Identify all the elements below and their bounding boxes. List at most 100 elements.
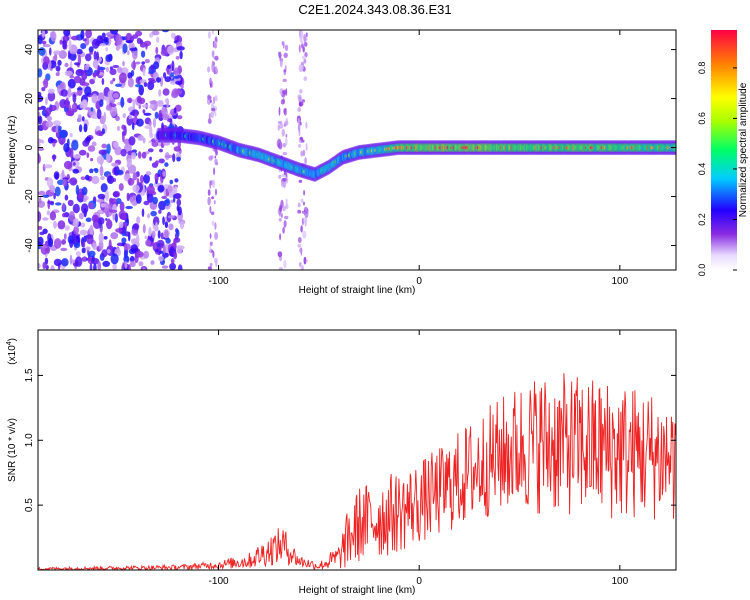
spectrogram-noise-blob xyxy=(53,120,61,127)
spectrogram-noise-blob xyxy=(122,61,125,67)
spectrogram-noise-blob xyxy=(49,185,56,193)
spectrogram-noise-blob xyxy=(92,59,99,69)
spectrogram-noise-blob xyxy=(85,53,92,62)
spectrogram-noise-blob xyxy=(112,191,120,198)
spectrogram-noise-blob xyxy=(114,213,118,223)
spectrogram-noise-blob xyxy=(116,169,124,175)
spectrogram-stripe-blob xyxy=(215,66,218,72)
spectrogram-noise-blob xyxy=(146,193,154,203)
spectrogram-noise-blob xyxy=(154,172,159,182)
spectrogram-noise-blob xyxy=(131,61,137,70)
spectrogram-noise-blob xyxy=(80,30,85,40)
spectrogram-noise-blob xyxy=(115,34,123,46)
spectrogram-noise-blob xyxy=(109,105,118,117)
spectrogram-noise-blob xyxy=(88,46,94,53)
spectrogram-noise-blob xyxy=(155,221,158,231)
spectrogram-stripe-blob xyxy=(282,89,287,95)
spectrogram-noise-blob xyxy=(151,141,159,147)
spectrogram-noise-blob xyxy=(76,87,83,91)
spectrogram-noise-blob xyxy=(156,77,161,83)
colorbar-tick-label: 0.0 xyxy=(697,264,707,277)
spectrogram-noise-blob xyxy=(155,160,159,166)
spectrogram-noise-blob xyxy=(81,247,86,254)
spectrogram-stripe-blob xyxy=(215,188,217,196)
spectrogram-stripe-blob xyxy=(207,94,211,100)
spectrogram-noise-blob xyxy=(107,175,115,184)
spectrogram-noise-blob xyxy=(91,258,100,265)
spectrogram-noise-blob xyxy=(45,120,54,128)
spectrogram-noise-blob xyxy=(138,84,144,96)
spectrogram-stripe-blob xyxy=(304,157,307,165)
spectrogram-stripe-blob xyxy=(209,262,213,267)
spectrogram-noise-blob xyxy=(52,139,58,144)
spectrogram-stripe-blob xyxy=(209,241,213,246)
spectrogram-noise-blob xyxy=(81,256,88,262)
spectrogram-noise-blob xyxy=(85,107,91,111)
spectrogram-noise-blob xyxy=(132,223,140,231)
spectrogram-noise-blob xyxy=(151,30,160,36)
spectrogram-noise-blob xyxy=(65,97,70,109)
spectrogram-noise-blob xyxy=(41,139,44,144)
spectrogram-stripe-blob xyxy=(303,41,308,47)
spectrogram-noise-blob xyxy=(120,148,127,157)
spectrogram-noise-blob xyxy=(92,72,97,78)
spectrogram-noise-blob xyxy=(111,162,119,167)
spectrogram-noise-blob xyxy=(136,177,140,185)
spectrogram-noise-blob xyxy=(110,80,114,85)
spectrogram-noise-blob xyxy=(167,45,175,55)
spectrogram-noise-blob xyxy=(128,115,133,120)
y-tick-label: 0 xyxy=(24,144,35,150)
spectrogram-noise-blob xyxy=(73,162,76,166)
spectrogram-stripe-blob xyxy=(299,247,303,253)
spectrogram-noise-blob xyxy=(96,130,103,136)
spectrogram-stripe-blob xyxy=(213,96,216,104)
spectrogram-noise-blob xyxy=(136,216,141,225)
spectrogram-noise-blob xyxy=(38,36,43,45)
spectrogram-noise-blob xyxy=(175,80,183,85)
spectrogram-noise-blob xyxy=(168,223,174,231)
spectrogram-noise-blob xyxy=(127,264,131,270)
spectrogram-noise-blob xyxy=(65,110,75,117)
spectrogram-noise-blob xyxy=(69,147,74,159)
spectrogram-noise-blob xyxy=(49,47,52,56)
spectrogram-stripe-blob xyxy=(211,60,214,69)
spectrogram-noise-blob xyxy=(109,68,117,76)
spectrogram-noise-blob xyxy=(97,92,105,103)
spectrogram-noise-blob xyxy=(39,231,45,236)
spectrogram-stripe-blob xyxy=(283,52,288,58)
spectrogram-noise-blob xyxy=(58,129,67,139)
spectrogram-noise-blob xyxy=(134,113,138,119)
spectrogram-noise-blob xyxy=(131,152,137,160)
spectrogram-noise-blob xyxy=(40,245,48,249)
spectrogram-noise-blob xyxy=(149,32,154,38)
spectrogram-noise-blob xyxy=(173,107,177,114)
spectrogram-stripe-blob xyxy=(212,179,216,188)
spectrogram-noise-blob xyxy=(117,66,123,74)
spectrogram-stripe-blob xyxy=(214,231,219,240)
spectrogram-noise-blob xyxy=(135,194,142,204)
spectrogram-stripe-blob xyxy=(207,189,211,196)
spectrogram-stripe-blob xyxy=(207,97,211,105)
spectrogram-stripe-blob xyxy=(297,202,301,208)
spectrogram-noise-blob xyxy=(169,262,177,270)
spectrogram-noise-blob xyxy=(81,116,85,122)
spectrogram-stripe-blob xyxy=(302,149,306,157)
spectrogram-stripe-blob xyxy=(209,205,212,214)
spectrogram-noise-blob xyxy=(149,156,152,161)
spectrogram-stripe-blob xyxy=(213,42,217,47)
spectrogram-stripe-blob xyxy=(211,196,215,200)
spectrogram-stripe-blob xyxy=(300,150,304,157)
spectrogram-stripe-blob xyxy=(207,31,211,39)
spectrogram-y-ticks: -40 -20 0 20 40 xyxy=(24,44,676,253)
spectrogram-noise-blob xyxy=(78,149,87,156)
spectrogram-noise-blob xyxy=(72,218,79,228)
spectrogram-noise-blob xyxy=(43,44,51,48)
spectrogram-noise-blob xyxy=(49,211,57,221)
spectrogram-stripe-blob xyxy=(277,251,283,258)
spectrogram-noise-blob xyxy=(48,237,54,248)
spectrogram-noise-blob xyxy=(172,153,176,163)
spectrogram-noise-blob xyxy=(167,215,175,219)
spectrogram-noise-blob xyxy=(99,99,104,107)
spectrogram-noise-blob xyxy=(142,224,146,234)
spectrogram-stripe-blob xyxy=(282,152,287,156)
